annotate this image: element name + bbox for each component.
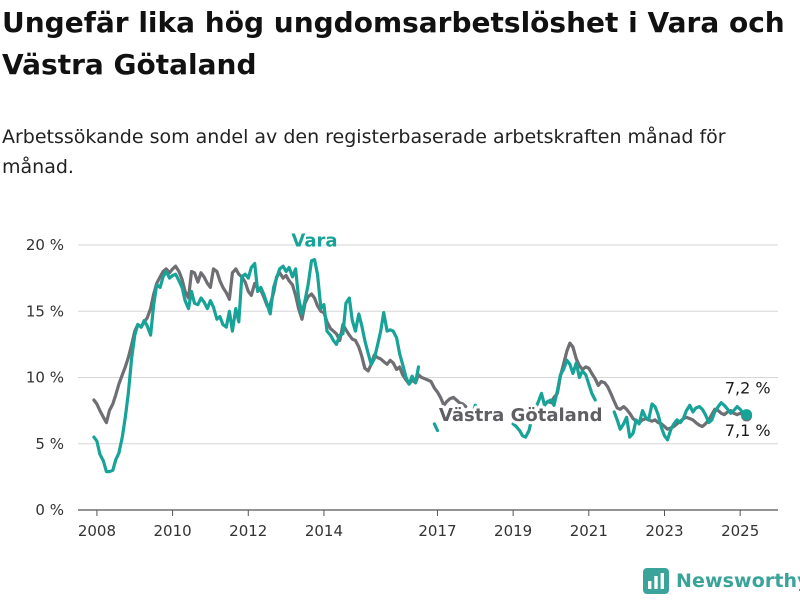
y-tick-label: 20 %	[26, 236, 64, 254]
series-line-vastra-gotaland	[92, 264, 468, 425]
gridlines	[78, 244, 778, 511]
chart-title: Ungefär lika hög ungdomsarbetslöshet i V…	[2, 6, 785, 81]
series-lines	[92, 258, 753, 474]
series-line-vara	[470, 403, 477, 417]
line-chart: 0 % 5 % 10 % 15 % 20 % 2008 2010 2012 2014 2017 20…	[26, 230, 778, 540]
series-label-vastra-gotaland: Västra Götaland	[439, 405, 603, 426]
series-line-vara	[612, 401, 749, 442]
series-label-vara: Vara	[291, 230, 337, 251]
series-line-vara	[432, 422, 440, 433]
y-tick-label: 10 %	[26, 369, 64, 387]
axes: 0 % 5 % 10 % 15 % 20 % 2008 2010 2012 2014 2017 20…	[26, 236, 759, 540]
x-tick-label: 2008	[78, 522, 116, 540]
x-tick-label: 2010	[154, 522, 192, 540]
x-tick-label: 2019	[494, 522, 532, 540]
series-line-vara	[511, 358, 597, 439]
newsworthy-logo: Newsworthy	[643, 568, 800, 594]
y-tick-label: 5 %	[35, 435, 64, 453]
series-label-vastra-gotaland-halo: Västra Götaland	[439, 405, 603, 426]
brand-name: Newsworthy	[676, 570, 800, 592]
series-line-vara	[92, 258, 421, 474]
y-tick-label: 0 %	[35, 501, 64, 519]
x-tick-label: 2025	[721, 522, 759, 540]
x-tick-label: 2021	[570, 522, 608, 540]
x-tick-label: 2012	[229, 522, 267, 540]
end-value-label-vastra-gotaland: 7,1 %	[725, 421, 771, 440]
chart-subtitle: Arbetssökande som andel av den registerb…	[2, 126, 726, 178]
x-tick-label: 2017	[418, 522, 456, 540]
end-point-vara	[741, 409, 753, 421]
bar-chart-logo-icon	[643, 568, 669, 594]
y-tick-label: 15 %	[26, 302, 64, 320]
x-tick-label: 2023	[645, 522, 683, 540]
end-value-label-vara: 7,2 %	[725, 378, 771, 397]
x-tick-label: 2014	[305, 522, 343, 540]
